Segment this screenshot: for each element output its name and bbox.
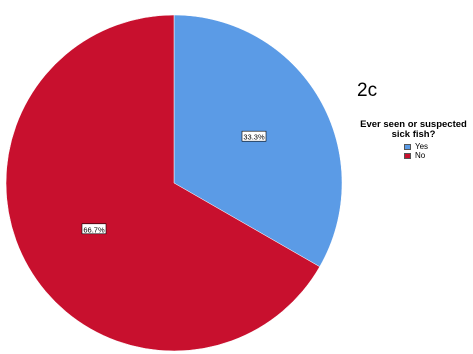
legend-item-no: No xyxy=(404,151,471,160)
data-label-text-yes: 33.3% xyxy=(243,133,265,142)
pie-slice-no xyxy=(5,14,321,352)
data-label-box-no xyxy=(81,223,107,235)
data-label-no: 66.7% xyxy=(81,223,107,235)
legend-title: Ever seen or suspected sick fish? xyxy=(360,119,467,140)
panel-label: 2c xyxy=(357,80,378,101)
data-label-yes: 33.3% xyxy=(241,130,267,142)
legend-label-yes: Yes xyxy=(415,142,429,151)
data-label-text-no: 66.7% xyxy=(83,225,105,234)
legend-label-no: No xyxy=(415,151,426,160)
legend: Ever seen or suspected sick fish? Yes No xyxy=(356,119,471,161)
legend-items: Yes No xyxy=(404,142,471,160)
legend-swatch-yes xyxy=(404,143,411,150)
pie-slices xyxy=(5,14,343,352)
data-label-box-yes xyxy=(241,130,267,142)
legend-item-yes: Yes xyxy=(404,142,471,151)
legend-swatch-no xyxy=(404,152,411,159)
pie-data-labels: 33.3% 66.7% xyxy=(81,130,267,235)
